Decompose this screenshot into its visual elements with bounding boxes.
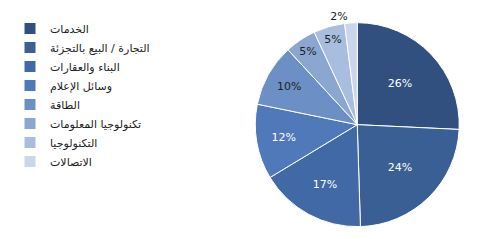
svg-text:التكنولوجيا: التكنولوجيا xyxy=(50,137,97,150)
svg-text:2%: 2% xyxy=(330,10,347,23)
svg-text:التجارة / البيع بالتجزئة: التجارة / البيع بالتجزئة xyxy=(50,42,150,55)
svg-text:26%: 26% xyxy=(388,77,412,90)
svg-text:الاتصالات: الاتصالات xyxy=(50,156,92,169)
svg-text:الخدمات: الخدمات xyxy=(50,23,89,36)
svg-text:الطاقة: الطاقة xyxy=(50,99,80,112)
svg-text:5%: 5% xyxy=(324,33,341,46)
svg-text:24%: 24% xyxy=(388,161,412,174)
svg-text:5%: 5% xyxy=(299,45,316,58)
svg-text:12%: 12% xyxy=(271,131,295,144)
svg-text:تكنولوجيا المعلومات: تكنولوجيا المعلومات xyxy=(50,118,141,131)
svg-text:البناء والعقارات: البناء والعقارات xyxy=(50,61,120,74)
svg-text:17%: 17% xyxy=(313,178,337,191)
svg-text:وسائل الإعلام: وسائل الإعلام xyxy=(50,80,112,93)
svg-text:10%: 10% xyxy=(277,80,301,93)
